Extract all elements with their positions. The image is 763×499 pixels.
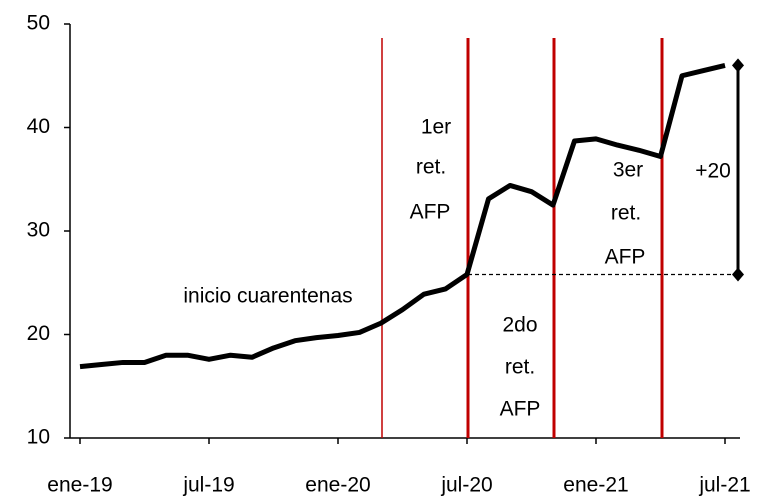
x-tick-label: ene-20 [305,474,370,497]
annotation: ret. [611,202,641,225]
annotation: +20 [695,160,731,183]
annotation: 2do [502,314,537,337]
annotation: AFP [410,201,451,224]
y-tick-label: 50 [27,12,50,35]
annotation: inicio cuarentenas [183,285,352,308]
annotation: 3er [613,159,643,182]
diamond-marker [732,267,744,282]
x-tick-label: jul-19 [182,474,234,497]
y-tick-label: 30 [27,219,50,242]
annotation: 1er [421,116,451,139]
y-tick-label: 20 [27,322,50,345]
annotation: AFP [605,246,646,269]
y-tick-label: 40 [27,115,50,138]
data-line [79,62,726,370]
annotation: ret. [416,156,446,179]
x-tick-label: jul-20 [440,474,492,497]
x-tick-label: jul-21 [698,474,750,497]
x-tick-label: ene-21 [563,474,628,497]
annotation: ret. [505,356,535,379]
annotation: AFP [500,398,541,421]
diamond-marker [732,58,744,73]
y-tick-label: 10 [27,426,50,449]
x-tick-label: ene-19 [47,474,112,497]
